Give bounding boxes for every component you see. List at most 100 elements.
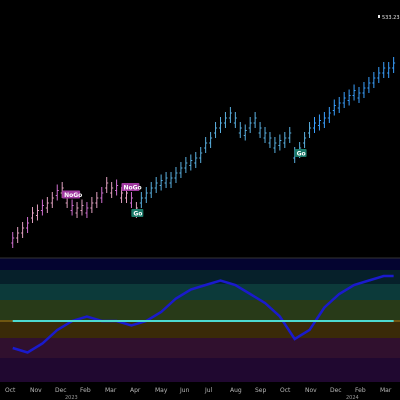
x-tick-label: Nov (30, 387, 42, 394)
x-axis: Oct Nov Dec Feb Mar Apr May Jun Jul Aug Sep Oct Nov D… (5, 387, 392, 400)
price-value: 533.23 (382, 15, 400, 21)
x-tick-label: Jun (179, 387, 190, 394)
price-bar (238, 122, 242, 138)
signal-label: Go (297, 151, 306, 158)
oscillator-series (12, 274, 394, 354)
oscillator-panel (0, 257, 400, 382)
price-bar (45, 197, 49, 213)
price-bar (214, 122, 218, 138)
price-bar (283, 132, 287, 148)
x-tick-label: May (155, 387, 168, 394)
price-bar (26, 217, 30, 233)
signal-badge: Go (294, 149, 307, 158)
price-bar (273, 137, 277, 153)
price-bar (228, 107, 232, 123)
price-bar (317, 114, 321, 131)
price-bar (332, 99, 336, 116)
price-bar (263, 127, 267, 143)
price-bar (258, 122, 262, 138)
x-tick-label: Mar (105, 387, 117, 394)
x-tick-label: Dec (330, 387, 342, 394)
price-bar (233, 112, 237, 128)
year-label: 2024 (346, 395, 359, 400)
price-bar (189, 154, 193, 171)
price-bar (31, 207, 35, 223)
price-bar (223, 112, 227, 128)
price-bar (169, 172, 173, 188)
price-bar (352, 84, 356, 101)
x-tick-label: Dec (55, 387, 67, 394)
price-bar (105, 177, 109, 193)
price-bar (342, 92, 346, 108)
price-bar (253, 112, 257, 128)
x-tick-label: Oct (5, 387, 16, 394)
signal-badge: NoGo (62, 190, 82, 199)
price-bar (243, 124, 247, 141)
x-tick-label: Feb (80, 387, 91, 394)
signal-label: Go (133, 211, 142, 218)
price-bar (308, 122, 312, 138)
price-bar (90, 197, 94, 213)
price-bar (387, 62, 391, 78)
price-bar (367, 77, 371, 93)
price-bar (159, 174, 163, 191)
price-bar (149, 182, 153, 198)
signal-badge: Go (131, 209, 144, 218)
price-bar (40, 199, 44, 216)
price-bar (248, 117, 252, 133)
x-tick-label: Jul (204, 387, 213, 394)
price-bar (35, 204, 39, 221)
price-bar (278, 134, 282, 151)
x-tick-label: Nov (305, 387, 317, 394)
price-bar (100, 187, 104, 203)
signal-label: NoGo (64, 192, 82, 199)
price-bar (312, 117, 316, 133)
x-tick-label: Aug (230, 387, 242, 394)
price-bar (16, 227, 20, 243)
price-bar (174, 167, 178, 183)
price-bar (55, 184, 59, 201)
signal-badge: NoGo (121, 183, 142, 192)
price-bar (362, 82, 366, 98)
price-panel: NoGo NoGo Go Go (11, 57, 396, 248)
price-bar (347, 89, 351, 106)
price-bar (372, 72, 376, 88)
price-bar (115, 179, 119, 196)
price-bar (50, 192, 54, 208)
price-bar (382, 62, 386, 78)
price-bar (303, 132, 307, 148)
price-bar (377, 67, 381, 83)
price-bar (80, 199, 84, 216)
price-bar (218, 117, 222, 133)
price-bar (95, 192, 99, 208)
price-bar (184, 157, 188, 173)
price-bar (154, 177, 158, 193)
x-tick-label: Mar (380, 387, 392, 394)
oscillator-lines (12, 274, 394, 354)
price-bar (85, 202, 89, 218)
signal-label: NoGo (123, 185, 141, 192)
x-tick-label: Oct (280, 387, 291, 394)
price-label: 533.23 (378, 15, 400, 21)
price-bar (110, 182, 114, 198)
year-label: 2023 (65, 395, 78, 400)
x-tick-label: Feb (355, 387, 366, 394)
price-bar (129, 192, 133, 208)
price-bar (199, 147, 203, 163)
price-bar (357, 87, 361, 103)
price-bar (327, 107, 331, 123)
price-bar (179, 162, 183, 178)
price-bar (144, 187, 148, 203)
price-bar (392, 57, 396, 73)
price-bar (194, 152, 198, 168)
price-bar (139, 192, 143, 208)
price-bar (337, 97, 341, 113)
price-bar (288, 127, 292, 143)
x-tick-label: Apr (130, 387, 141, 394)
price-bar (268, 132, 272, 148)
price-bar (75, 202, 79, 218)
price-bar (204, 137, 208, 153)
x-tick-label: Sep (255, 387, 267, 394)
